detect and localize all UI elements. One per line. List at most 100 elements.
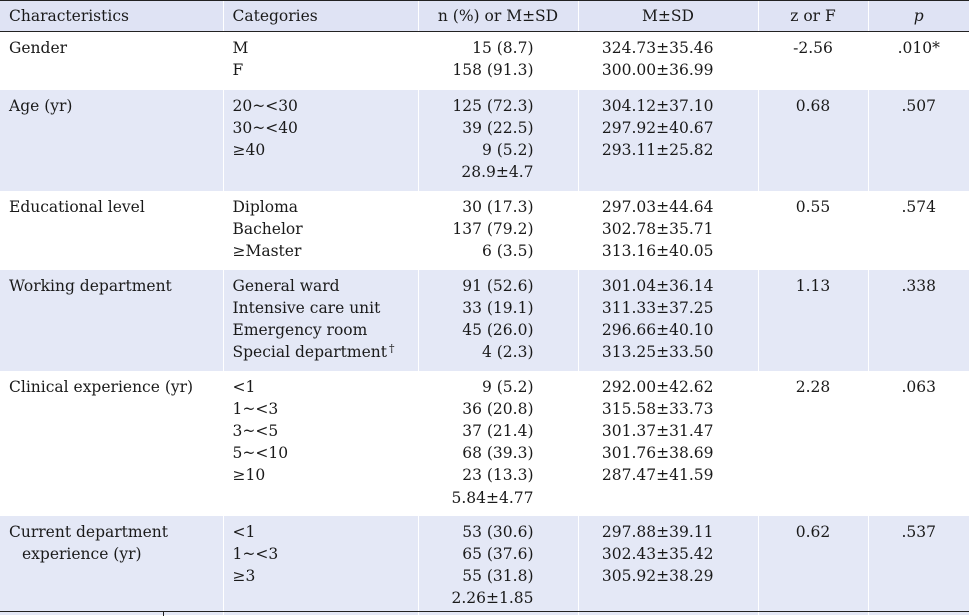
categories-cell: 20~<30 30~<40 ≥40 bbox=[222, 89, 418, 191]
n-percent-cell: 53 (30.6) 65 (37.6) 55 (31.8) 2.26±1.85 bbox=[417, 515, 578, 615]
bottom-tick bbox=[163, 612, 164, 616]
categories-line: <1 bbox=[232, 522, 256, 541]
msd-line: 292.00±42.62 bbox=[601, 377, 714, 396]
z-or-f-line: 0.62 bbox=[795, 522, 831, 541]
n-percent-line: 137 (79.2) bbox=[452, 219, 534, 238]
n-percent-line: 6 (3.5) bbox=[481, 241, 534, 260]
categories-cell: General ward Intensive care unit Emergency… bbox=[222, 269, 418, 371]
msd-cell: 304.12±37.10 297.92±40.67 293.11±25.82 bbox=[577, 89, 758, 191]
header-n-percent: n (%) or M±SD bbox=[417, 0, 578, 32]
p-value-cell: .010* bbox=[867, 31, 969, 90]
z-or-f-line: -2.56 bbox=[793, 39, 833, 57]
z-or-f-line: 0.55 bbox=[795, 197, 831, 216]
msd-line: 301.04±36.14 bbox=[601, 276, 714, 295]
p-value-cell: .537 bbox=[867, 515, 969, 615]
n-percent-line: 158 (91.3) bbox=[452, 61, 534, 80]
characteristic-cell: Clinical experience (yr) bbox=[0, 371, 223, 516]
msd-cell: 297.03±44.64 302.78±35.71 313.16±40.05 bbox=[577, 190, 758, 270]
categories-line: Intensive care unit bbox=[232, 298, 381, 317]
msd-line: 293.11±25.82 bbox=[601, 140, 714, 159]
table-row: Gender M F 15 (8.7) 158 (91.3) 324.73±35.46 30… bbox=[0, 31, 969, 90]
n-percent-line: 45 (26.0) bbox=[462, 320, 534, 339]
n-percent-cell: 91 (52.6) 33 (19.1) 45 (26.0) 4 (2.3) bbox=[417, 269, 578, 371]
msd-line: 313.16±40.05 bbox=[601, 241, 714, 260]
msd-line: 305.92±38.29 bbox=[601, 566, 714, 585]
characteristic-line: Educational level bbox=[9, 197, 145, 216]
categories-line: 1~<3 bbox=[232, 399, 279, 418]
msd-line: 296.66±40.10 bbox=[601, 320, 714, 339]
categories-line: 5~<10 bbox=[232, 444, 289, 463]
msd-line: 302.43±35.42 bbox=[601, 544, 714, 563]
z-or-f-cell: 0.55 bbox=[757, 190, 868, 270]
p-value-line: .507 bbox=[901, 96, 936, 115]
categories-line: F bbox=[232, 61, 244, 80]
n-percent-line: 9 (5.2) bbox=[481, 140, 534, 159]
z-or-f-cell: 2.28 bbox=[757, 370, 868, 516]
categories-line: 20~<30 bbox=[232, 96, 298, 115]
n-percent-cell: 30 (17.3) 137 (79.2) 6 (3.5) bbox=[417, 190, 578, 270]
table-row: Age (yr) 20~<30 30~<40 ≥40 125 (72.3) 39 (22.… bbox=[0, 89, 969, 191]
n-percent-line: 28.9±4.7 bbox=[461, 163, 534, 182]
n-percent-line: 125 (72.3) bbox=[452, 96, 534, 115]
z-or-f-line: 1.13 bbox=[795, 276, 831, 295]
n-percent-cell: 9 (5.2) 36 (20.8) 37 (21.4) 68 (39.3) 23 (13… bbox=[417, 370, 578, 516]
characteristic-line: Gender bbox=[9, 39, 68, 57]
n-percent-line: 5.84±4.77 bbox=[451, 488, 534, 507]
n-percent-line: 23 (13.3) bbox=[462, 466, 534, 485]
z-or-f-line: 0.68 bbox=[795, 96, 831, 115]
msd-line: 287.47±41.59 bbox=[601, 466, 714, 485]
table-row: Clinical experience (yr) <1 1~<3 3~<5 5~<10 ≥… bbox=[0, 370, 969, 516]
msd-line: 301.37±31.47 bbox=[601, 421, 714, 440]
header-categories: Categories bbox=[222, 0, 418, 32]
categories-line: ≥Master bbox=[232, 241, 302, 260]
n-percent-line: 55 (31.8) bbox=[462, 566, 534, 585]
header-z-or-f: z or F bbox=[757, 0, 868, 32]
categories-line: Diploma bbox=[232, 197, 299, 216]
n-percent-line: 53 (30.6) bbox=[462, 522, 534, 541]
p-value-line: .063 bbox=[901, 377, 936, 396]
msd-line: 302.78±35.71 bbox=[601, 219, 714, 238]
categories-line: Bachelor bbox=[232, 219, 303, 238]
n-percent-line: 4 (2.3) bbox=[481, 343, 534, 362]
z-or-f-cell: 1.13 bbox=[757, 269, 868, 371]
categories-line: ≥40 bbox=[232, 140, 266, 159]
characteristic-line: Current department bbox=[9, 522, 168, 541]
msd-cell: 297.88±39.11 302.43±35.42 305.92±38.29 bbox=[577, 515, 758, 615]
msd-line: 297.88±39.11 bbox=[601, 522, 714, 541]
p-value-line: .010* bbox=[897, 39, 940, 57]
characteristic-cell: Working department bbox=[0, 269, 223, 371]
p-value-cell: .338 bbox=[867, 269, 969, 371]
n-percent-line: 68 (39.3) bbox=[462, 444, 534, 463]
characteristic-line: experience (yr) bbox=[22, 544, 142, 563]
header-msd: M±SD bbox=[577, 0, 758, 32]
n-percent-line: 39 (22.5) bbox=[462, 118, 534, 137]
msd-line: 313.25±33.50 bbox=[601, 343, 714, 362]
n-percent-line: 37 (21.4) bbox=[462, 421, 534, 440]
characteristic-line: Clinical experience (yr) bbox=[9, 377, 194, 396]
n-percent-line: 36 (20.8) bbox=[462, 399, 534, 418]
n-percent-line: 9 (5.2) bbox=[481, 377, 534, 396]
n-percent-line: 33 (19.1) bbox=[462, 298, 534, 317]
characteristic-cell: Educational level bbox=[0, 191, 223, 270]
header-p: p bbox=[867, 0, 969, 32]
p-value-cell: .574 bbox=[867, 190, 969, 270]
categories-cell: Diploma Bachelor ≥Master bbox=[222, 190, 418, 270]
categories-line: ≥3 bbox=[232, 566, 256, 585]
table-row: Educational level Diploma Bachelor ≥Master 3… bbox=[0, 190, 969, 270]
categories-line: M bbox=[232, 39, 249, 57]
table-row: Current department experience (yr) <1 1~<3 ≥… bbox=[0, 515, 969, 615]
z-or-f-cell: 0.62 bbox=[757, 515, 868, 615]
table-row: Working department General ward Intensive … bbox=[0, 269, 969, 371]
p-value-cell: .063 bbox=[867, 370, 969, 516]
characteristic-cell: Current department experience (yr) bbox=[0, 515, 223, 615]
n-percent-line: 65 (37.6) bbox=[462, 544, 534, 563]
msd-line: 311.33±37.25 bbox=[601, 298, 714, 317]
categories-cell: <1 1~<3 3~<5 5~<10 ≥10 bbox=[222, 370, 418, 516]
categories-line: Special department † bbox=[232, 342, 395, 362]
categories-line: ≥10 bbox=[232, 466, 266, 485]
msd-line: 297.03±44.64 bbox=[601, 197, 714, 216]
p-value-line: .574 bbox=[901, 197, 936, 216]
p-value-cell: .507 bbox=[867, 89, 969, 191]
